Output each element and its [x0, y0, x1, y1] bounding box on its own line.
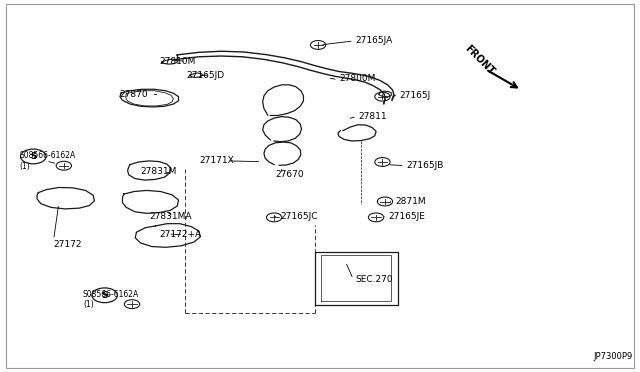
Text: 2871M: 2871M	[395, 197, 426, 206]
Text: 27870: 27870	[119, 90, 148, 99]
Text: 27172+A: 27172+A	[159, 230, 202, 239]
Text: S: S	[30, 152, 36, 161]
Text: 27165JB: 27165JB	[406, 161, 444, 170]
Text: JP7300P9: JP7300P9	[593, 352, 632, 361]
Text: S08566-6162A
(1): S08566-6162A (1)	[19, 151, 76, 171]
Text: 27165J: 27165J	[399, 91, 431, 100]
Text: 27670: 27670	[275, 170, 304, 179]
Text: 27165JE: 27165JE	[389, 212, 426, 221]
Text: 27831M: 27831M	[140, 167, 177, 176]
Text: 27165JA: 27165JA	[355, 36, 392, 45]
Text: 27171X: 27171X	[199, 156, 234, 166]
Text: 27800M: 27800M	[339, 74, 376, 83]
Text: S08566-6162A
(1): S08566-6162A (1)	[83, 290, 140, 310]
Text: 27165JC: 27165JC	[280, 212, 318, 221]
Text: 27810M: 27810M	[159, 57, 196, 66]
Text: 27831MA: 27831MA	[149, 212, 192, 221]
Text: 27811: 27811	[358, 112, 387, 121]
Text: S: S	[101, 291, 108, 300]
Text: FRONT: FRONT	[463, 44, 496, 77]
Text: 27165JD: 27165JD	[186, 71, 224, 80]
Text: SEC.270: SEC.270	[355, 275, 393, 283]
Text: 27172: 27172	[54, 240, 82, 249]
